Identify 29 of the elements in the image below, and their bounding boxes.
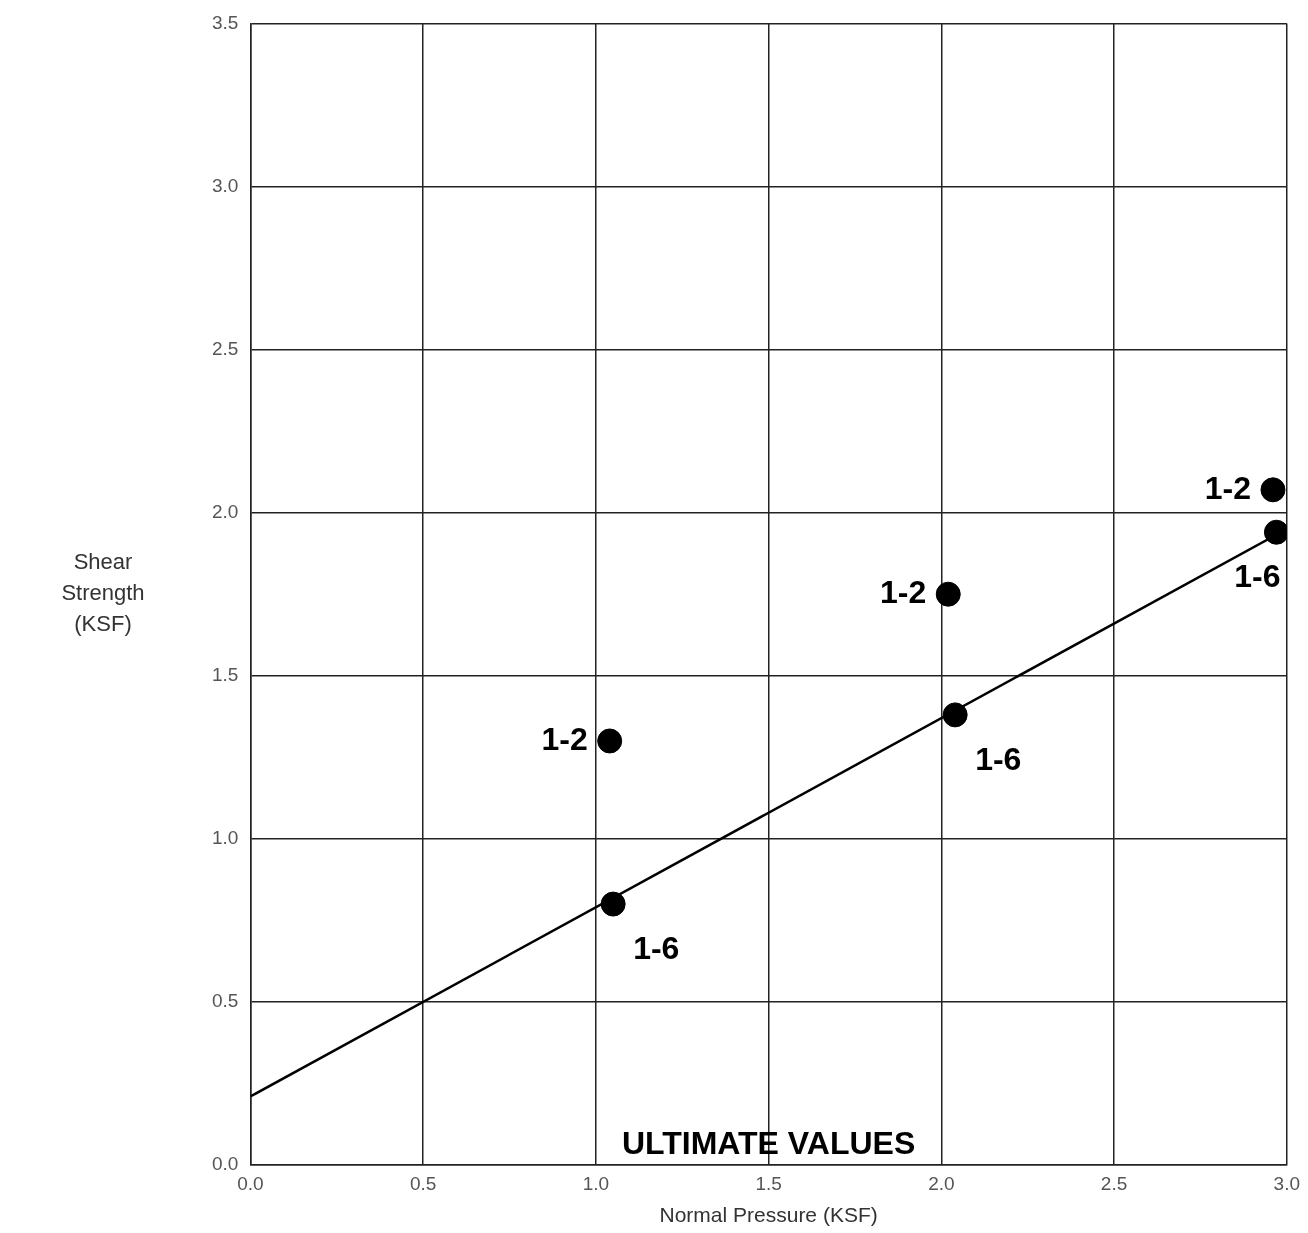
text: 1-6 [975, 740, 1022, 777]
x-tick-label: 0.5 [409, 1172, 437, 1194]
y-tick-label: 2.5 [211, 337, 239, 359]
y-tick-label: 0.0 [211, 1153, 239, 1175]
x-tick-label: 3.0 [1273, 1172, 1300, 1194]
series-label: 1-2 [1204, 469, 1251, 506]
x-tick-label: 1.0 [582, 1172, 610, 1194]
x-tick-label: 2.0 [928, 1172, 955, 1194]
x-tick-label: 0.0 [237, 1172, 264, 1194]
point [935, 581, 961, 607]
point [942, 702, 968, 728]
point [1260, 477, 1286, 503]
text: 1-2 [541, 720, 588, 757]
y-tick-label: 3.0 [211, 174, 239, 196]
y-axis-title: Shear Strength (KSF) [61, 549, 145, 637]
point [1263, 519, 1287, 545]
y-tick-label: 0.5 [211, 990, 239, 1012]
y-tick-label: 2.0 [211, 500, 239, 522]
x-tick-label: 2.5 [1100, 1172, 1128, 1194]
series-label: 1-6 [1234, 558, 1281, 595]
y-tick-label: 3.5 [211, 11, 239, 33]
point [597, 728, 623, 754]
point [600, 891, 626, 917]
y-tick-label: 1.5 [211, 663, 239, 685]
x-axis-title: Normal Pressure (KSF) [659, 1203, 878, 1227]
text: 1-2 [879, 574, 927, 611]
x-tick-label: 1.5 [755, 1172, 782, 1194]
text: 1-6 [633, 929, 680, 966]
y-tick-label: 1.0 [211, 827, 239, 849]
